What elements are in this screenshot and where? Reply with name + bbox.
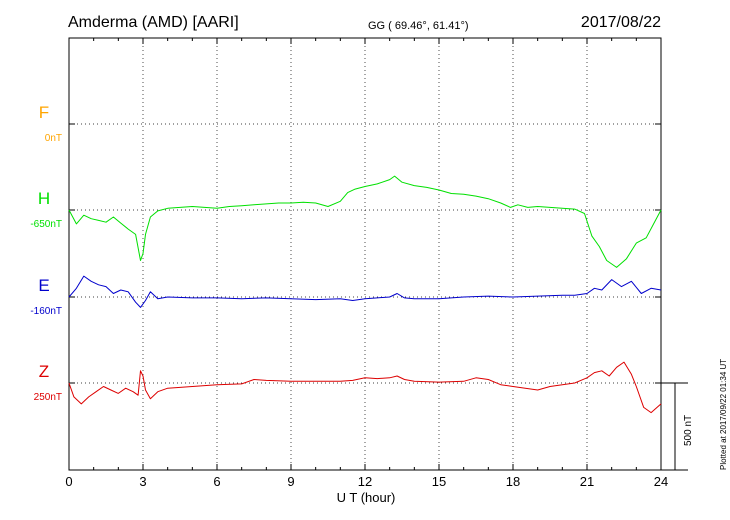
scale-bar-label: 500 nT [683,415,694,446]
x-tick-label: 6 [213,474,220,489]
scale-bar: 500 nT [661,382,694,471]
x-tick-label: 18 [506,474,520,489]
series-line-z [68,361,662,414]
x-tick-label: 15 [432,474,446,489]
channel-name-z: Z [39,362,49,381]
chart-date: 2017/08/22 [581,14,661,31]
channel-name-h: H [38,189,50,208]
station-title: Amderma (AMD) [AARI] [68,14,239,31]
channel-baseline-f: 0nT [45,133,62,144]
channel-name-e: E [38,276,49,295]
x-tick-label: 24 [654,474,668,489]
channel-name-f: F [39,103,49,122]
x-axis-ticks: 0 3 6 9 12 15 18 21 24 [65,38,668,489]
grid [69,38,661,470]
x-tick-label: 12 [358,474,372,489]
x-tick-label: 21 [580,474,594,489]
channel-labels: F 0nT H -650nT E -160nT Z 250nT [30,103,62,403]
station-coords: GG ( 69.46°, 61.41°) [368,20,469,32]
channel-baseline-e: -160nT [30,306,62,317]
channel-baseline-h: -650nT [30,219,62,230]
series-lines [68,175,662,414]
x-tick-label: 3 [139,474,146,489]
series-line-h [68,175,662,268]
plotted-note: Plotted at 2017/09/22 01:34 UT [719,359,728,470]
series-line-e [68,275,662,308]
x-axis-label: U T (hour) [337,490,396,505]
channel-baseline-z: 250nT [34,392,62,403]
x-tick-label: 9 [287,474,294,489]
x-tick-label: 0 [65,474,72,489]
